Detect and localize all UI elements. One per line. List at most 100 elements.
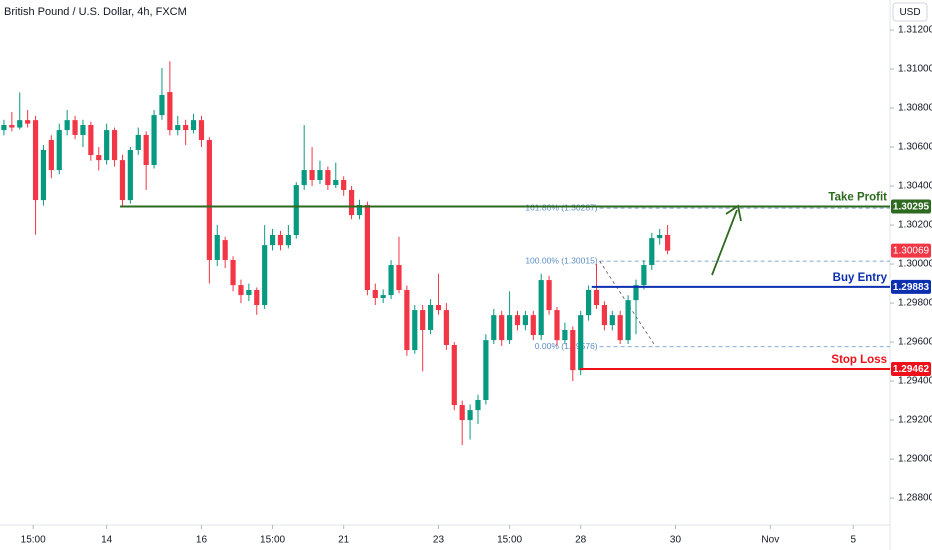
x-tick-label: 23 — [433, 535, 445, 546]
x-tick-label: 15:00 — [21, 535, 46, 546]
x-tick-label: 15:00 — [260, 535, 285, 546]
candle-body — [127, 149, 133, 201]
candle-body — [198, 120, 205, 141]
candle-body — [285, 235, 291, 246]
candle-body — [32, 120, 39, 201]
level-name: Take Profit — [828, 192, 887, 204]
y-tick-label: 1.28800 — [898, 493, 932, 504]
candle-body — [348, 189, 355, 216]
candle-body — [175, 125, 181, 131]
candle-body — [404, 289, 410, 351]
candle-body — [657, 235, 663, 239]
candle-body — [111, 130, 118, 161]
candle-body — [301, 170, 307, 186]
arrow — [711, 209, 738, 276]
price-badge — [891, 279, 931, 294]
candle-body — [491, 315, 497, 341]
y-tick-label: 1.29400 — [898, 376, 932, 387]
candle-body — [499, 315, 505, 341]
candle-body — [356, 204, 363, 216]
candle-body — [664, 235, 671, 251]
candle-body — [530, 315, 536, 336]
candle-body — [269, 235, 276, 246]
candle-body — [254, 289, 260, 306]
price-badge-label: 1.30295 — [893, 202, 930, 213]
last-price-label: 1.30069 — [893, 246, 930, 257]
y-tick-label: 1.29600 — [898, 337, 932, 348]
candle-body — [293, 185, 299, 236]
candle-body — [412, 310, 418, 351]
candle-body — [159, 94, 165, 116]
candle-body — [617, 315, 623, 341]
candle-body — [72, 120, 78, 135]
candle-body — [514, 315, 521, 326]
candle-body — [151, 115, 157, 165]
candle-body — [183, 125, 189, 131]
candle-body — [104, 130, 110, 161]
candle-body — [40, 149, 47, 201]
candle-body — [570, 329, 576, 371]
candle-body — [483, 340, 489, 400]
candle-body — [262, 245, 268, 306]
price-badge-label: 1.29462 — [893, 364, 930, 375]
x-tick-label: 21 — [338, 535, 350, 546]
candle-body — [17, 120, 23, 128]
candle-body — [538, 280, 544, 336]
level-name: Buy Entry — [833, 272, 888, 284]
y-tick-label: 1.31000 — [898, 64, 932, 75]
candle-body — [459, 405, 465, 421]
x-tick-label: 5 — [850, 535, 856, 546]
candle-body — [1, 125, 7, 131]
candle-body — [506, 315, 513, 341]
y-tick-label: 1.29000 — [898, 454, 932, 465]
candle-body — [222, 240, 228, 260]
candle-body — [88, 125, 94, 156]
candle-body — [364, 204, 370, 290]
candle-body — [593, 289, 600, 306]
last-price-badge — [891, 243, 931, 258]
fib-label: 0.00% (1.29576) — [535, 341, 598, 351]
candle-body — [309, 170, 315, 181]
candle-body — [562, 329, 568, 341]
price-badge — [891, 361, 931, 376]
price-badge — [891, 199, 931, 214]
candle-body — [467, 410, 473, 421]
candle-body — [522, 315, 528, 326]
candle-body — [325, 170, 331, 186]
candle-body — [633, 285, 639, 301]
x-tick-label: Nov — [761, 535, 779, 546]
candle-body — [649, 238, 655, 266]
candle-body — [420, 310, 426, 330]
candle-body — [143, 134, 149, 165]
candle-body — [641, 265, 647, 286]
candle-body — [435, 305, 442, 311]
candle-body — [56, 130, 62, 171]
currency-label: USD — [899, 7, 920, 18]
candle-body — [25, 120, 31, 124]
level-name: Stop Loss — [831, 354, 887, 366]
currency-box[interactable] — [892, 2, 928, 22]
candle-body — [246, 289, 252, 296]
candle-body — [341, 180, 347, 190]
candle-body — [585, 289, 592, 316]
candle-body — [601, 305, 607, 326]
y-tick-label: 1.29800 — [898, 298, 932, 309]
candle-body — [388, 265, 394, 296]
candle-body — [64, 120, 70, 131]
candle-body — [554, 310, 560, 341]
y-tick-label: 1.30400 — [898, 181, 932, 192]
candle-body — [135, 134, 141, 150]
candle-body — [277, 235, 284, 246]
candle-body — [443, 310, 449, 345]
x-tick-label: 30 — [670, 535, 682, 546]
candle-body — [333, 180, 339, 186]
y-tick-label: 1.30600 — [898, 142, 932, 153]
candle-body — [372, 289, 378, 298]
y-tick-label: 1.31200 — [898, 25, 932, 36]
candle-body — [546, 280, 552, 311]
candle-body — [451, 344, 457, 406]
candle-body — [167, 92, 173, 131]
fib-label: 100.00% (1.30015) — [525, 255, 597, 265]
